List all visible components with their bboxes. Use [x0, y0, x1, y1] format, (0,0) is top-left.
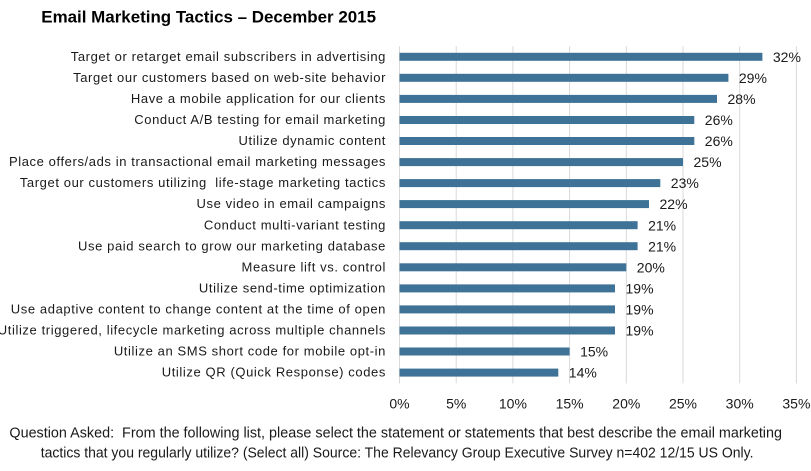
svg-text:5%: 5% — [446, 395, 466, 411]
svg-text:Measure lift vs. control: Measure lift vs. control — [242, 259, 386, 274]
svg-text:14%: 14% — [569, 365, 597, 381]
svg-text:32%: 32% — [773, 49, 801, 65]
svg-text:Target our customers utilizing: Target our customers utilizing life-stag… — [20, 175, 386, 190]
svg-text:Utilize dynamic content: Utilize dynamic content — [239, 133, 386, 148]
svg-text:0%: 0% — [389, 395, 409, 411]
svg-text:tactics that you regularly uti: tactics that you regularly utilize? (Sel… — [41, 445, 754, 461]
svg-text:19%: 19% — [626, 280, 654, 296]
svg-text:29%: 29% — [739, 70, 767, 86]
svg-text:Use adaptive content to change: Use adaptive content to change content a… — [11, 302, 386, 317]
svg-text:15%: 15% — [580, 344, 608, 360]
svg-text:Utilize an SMS short code for: Utilize an SMS short code for mobile opt… — [114, 344, 386, 359]
svg-text:30%: 30% — [726, 395, 754, 411]
svg-text:Utilize send-time optimization: Utilize send-time optimization — [199, 280, 386, 295]
svg-text:Target or retarget email subsc: Target or retarget email subscribers in … — [71, 49, 386, 64]
svg-text:26%: 26% — [705, 133, 733, 149]
svg-text:21%: 21% — [648, 238, 676, 254]
svg-text:Email Marketing Tactics – Dece: Email Marketing Tactics – December 2015 — [41, 8, 376, 27]
svg-text:22%: 22% — [660, 196, 688, 212]
svg-text:15%: 15% — [556, 395, 584, 411]
svg-text:19%: 19% — [626, 302, 654, 318]
svg-text:21%: 21% — [648, 217, 676, 233]
svg-text:Utilize triggered, lifecycle m: Utilize triggered, lifecycle marketing a… — [0, 323, 386, 338]
svg-text:Conduct A/B testing for email: Conduct A/B testing for email marketing — [134, 112, 386, 127]
svg-text:Place offers/ads in transactio: Place offers/ads in transactional email … — [9, 154, 386, 169]
svg-text:Target our customers based on: Target our customers based on web-site b… — [73, 70, 386, 85]
svg-text:20%: 20% — [612, 395, 640, 411]
svg-text:19%: 19% — [626, 323, 654, 339]
svg-text:25%: 25% — [694, 154, 722, 170]
svg-text:20%: 20% — [637, 259, 665, 275]
svg-text:10%: 10% — [499, 395, 527, 411]
svg-text:Conduct multi-variant testing: Conduct multi-variant testing — [204, 217, 386, 232]
svg-text:25%: 25% — [669, 395, 697, 411]
svg-text:23%: 23% — [671, 175, 699, 191]
svg-text:Use paid search to grow our ma: Use paid search to grow our marketing da… — [78, 238, 386, 253]
svg-text:26%: 26% — [705, 112, 733, 128]
svg-text:Utilize QR (Quick Response) co: Utilize QR (Quick Response) codes — [162, 365, 386, 380]
svg-text:Use video in email campaigns: Use video in email campaigns — [197, 196, 387, 211]
svg-text:Question Asked: From the foll: Question Asked: From the following list,… — [9, 426, 782, 442]
svg-text:Have a mobile application for: Have a mobile application for our client… — [131, 91, 386, 106]
svg-text:35%: 35% — [782, 395, 810, 411]
svg-text:28%: 28% — [728, 91, 756, 107]
